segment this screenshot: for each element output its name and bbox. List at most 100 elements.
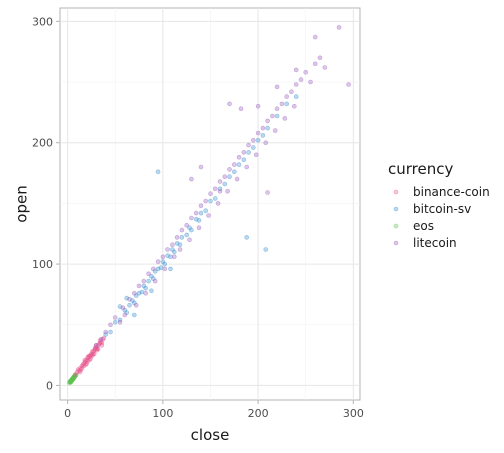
data-point-litecoin: [112, 315, 118, 320]
data-points: [67, 25, 351, 386]
data-point-litecoin: [103, 329, 108, 335]
data-point-litecoin: [265, 190, 270, 195]
data-point-litecoin: [244, 164, 249, 170]
data-point-litecoin: [298, 77, 304, 82]
data-point-litecoin: [198, 164, 204, 170]
data-point-binance-coin: [91, 351, 96, 357]
data-point-binance-coin: [94, 347, 100, 353]
data-point-litecoin: [272, 128, 278, 133]
data-point-bitcoin-sv: [146, 278, 151, 284]
data-point-litecoin: [227, 101, 232, 107]
legend-key-litecoin: [393, 240, 399, 246]
x-tick-label: 300: [343, 407, 364, 420]
data-point-binance-coin: [99, 343, 105, 348]
data-point-litecoin: [141, 278, 147, 284]
legend-key-eos: [393, 223, 399, 229]
data-point-bitcoin-sv: [196, 218, 202, 223]
data-point-bitcoin-sv: [203, 208, 208, 213]
x-tick-label: 200: [248, 407, 269, 420]
data-point-litecoin: [136, 283, 142, 289]
data-point-bitcoin-sv: [222, 181, 228, 187]
data-point-bitcoin-sv: [177, 242, 183, 247]
data-point-litecoin: [274, 84, 280, 90]
data-point-litecoin: [236, 155, 242, 160]
data-point-litecoin: [291, 104, 297, 109]
data-point-bitcoin-sv: [155, 169, 161, 175]
data-point-litecoin: [127, 296, 132, 302]
data-point-litecoin: [189, 215, 194, 221]
data-point-litecoin: [217, 179, 223, 184]
data-point-litecoin: [312, 34, 318, 40]
data-point-litecoin: [193, 210, 199, 216]
data-point-litecoin: [152, 278, 158, 284]
data-point-bitcoin-sv: [139, 289, 145, 295]
data-point-litecoin: [225, 189, 230, 194]
data-point-bitcoin-sv: [189, 227, 194, 233]
data-point-litecoin: [203, 198, 208, 204]
data-point-litecoin: [172, 254, 177, 260]
data-point-litecoin: [187, 237, 192, 243]
data-point-bitcoin-sv: [255, 138, 261, 143]
data-point-bitcoin-sv: [168, 266, 173, 272]
legend-key-bitcoin-sv: [393, 206, 399, 212]
data-point-litecoin: [322, 65, 328, 70]
data-point-litecoin: [93, 343, 99, 348]
data-point-litecoin: [255, 130, 261, 136]
data-point-litecoin: [117, 319, 123, 325]
plot-panel: [59, 7, 361, 401]
x-axis-ticks: 0 100 200 300: [64, 400, 364, 420]
data-point-bitcoin-sv: [127, 302, 132, 308]
y-tick-label: 300: [32, 15, 53, 28]
data-point-litecoin: [108, 322, 113, 328]
data-point-litecoin: [255, 104, 261, 109]
data-point-bitcoin-sv: [227, 174, 232, 179]
data-point-bitcoin-sv: [232, 169, 237, 175]
legend-key-binance-coin: [393, 189, 399, 195]
x-tick-label: 100: [152, 407, 173, 420]
data-point-litecoin: [312, 61, 318, 67]
legend-label-litecoin: litecoin: [413, 236, 457, 250]
data-point-litecoin: [303, 70, 309, 75]
y-tick-label: 100: [32, 258, 53, 271]
legend: currency binance-coin bitcoin-sv eos liteco…: [388, 160, 490, 250]
y-axis-ticks: 0 100 200 300: [32, 15, 60, 392]
data-point-litecoin: [253, 152, 259, 158]
data-point-litecoin: [189, 176, 194, 182]
data-point-litecoin: [122, 312, 128, 318]
data-point-bitcoin-sv: [179, 235, 185, 240]
data-point-binance-coin: [87, 357, 92, 363]
data-point-litecoin: [308, 79, 313, 85]
data-point-bitcoin-sv: [274, 113, 280, 119]
data-point-litecoin: [336, 25, 342, 30]
data-point-bitcoin-sv: [265, 125, 270, 131]
data-point-litecoin: [184, 222, 189, 228]
data-point-litecoin: [265, 118, 270, 124]
data-point-litecoin: [170, 242, 175, 247]
data-point-bitcoin-sv: [149, 288, 154, 294]
data-point-litecoin: [206, 213, 211, 218]
data-point-litecoin: [174, 235, 180, 240]
data-point-bitcoin-sv: [172, 249, 177, 255]
data-point-litecoin: [132, 290, 137, 296]
data-point-bitcoin-sv: [260, 133, 266, 138]
data-point-litecoin: [260, 125, 266, 131]
legend-label-bitcoin-sv: bitcoin-sv: [413, 202, 471, 216]
data-point-bitcoin-sv: [198, 210, 204, 216]
data-point-bitcoin-sv: [212, 196, 218, 201]
data-point-litecoin: [208, 191, 213, 196]
data-point-bitcoin-sv: [246, 150, 251, 155]
data-point-bitcoin-sv: [284, 101, 290, 107]
data-point-litecoin: [289, 89, 294, 94]
data-point-litecoin: [155, 259, 161, 264]
data-point-litecoin: [217, 189, 223, 194]
data-point-litecoin: [293, 82, 299, 87]
data-point-litecoin: [251, 138, 256, 143]
data-point-litecoin: [179, 227, 185, 233]
data-point-litecoin: [274, 106, 280, 111]
data-point-litecoin: [234, 176, 240, 182]
data-point-litecoin: [160, 254, 166, 260]
data-point-litecoin: [120, 305, 126, 311]
data-point-litecoin: [263, 140, 269, 145]
data-point-litecoin: [151, 266, 156, 272]
